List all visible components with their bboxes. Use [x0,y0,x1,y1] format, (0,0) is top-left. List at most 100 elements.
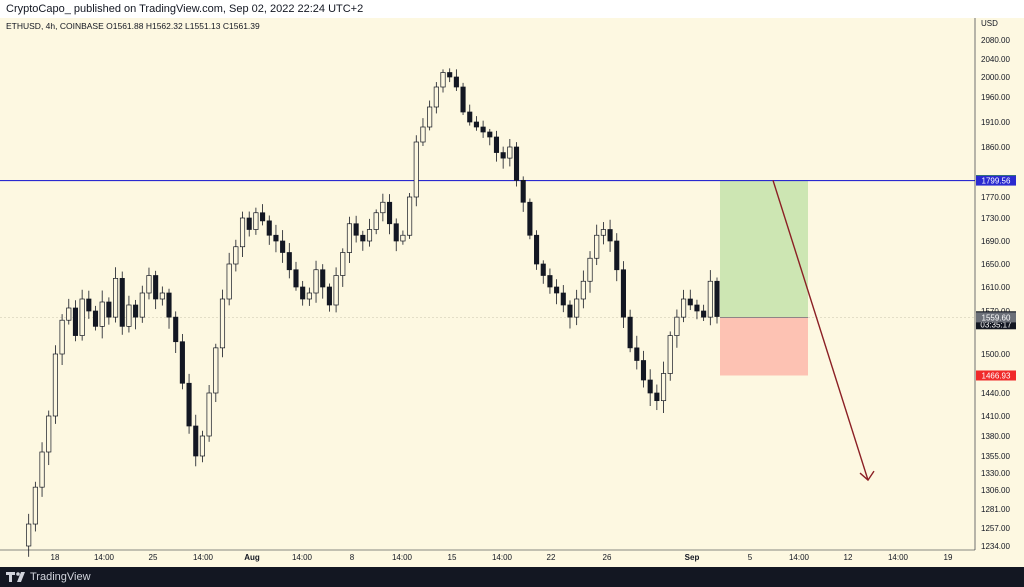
candle-body [32,486,38,525]
footer-bar: TradingView [0,567,1024,587]
candle-body [507,146,513,159]
time-tick-label: 14:00 [492,553,513,562]
candle-body [293,269,299,288]
candle-body [527,201,533,236]
candle-body [687,298,693,306]
time-tick-label: 25 [149,553,158,562]
candle-body [500,152,506,159]
price-tick-label: 1960.00 [981,93,1010,102]
candle-body [133,304,139,318]
candle-body [113,278,119,318]
chart-area[interactable]: ETHUSD, 4h, COINBASE O1561.88 H1562.32 L… [0,18,1024,567]
candle-body [72,307,79,336]
time-tick-label: Aug [244,553,260,562]
candle-body [607,229,613,242]
candle-body [534,234,540,265]
price-axis[interactable]: 2080.00 2040.00 2000.00 1960.00 1910.00 1860.… [981,36,1010,551]
time-tick-label: 22 [547,553,556,562]
profit-zone[interactable] [720,180,808,318]
candle-body [400,234,406,242]
time-tick-label: 26 [603,553,612,562]
candle-body [300,286,306,300]
candle-body [313,269,319,294]
loss-zone[interactable] [720,317,808,376]
candle-body [440,72,446,88]
candle-body [119,278,125,327]
candle-body [660,373,667,402]
price-tick-label: 1380.00 [981,432,1010,441]
candle-body [654,392,660,402]
price-badges: 1800.481799.561561.3903:35:171559.601466… [976,175,1016,381]
candle-body [681,298,687,318]
candle-body [26,523,32,547]
candle-body [66,307,72,321]
projection-arrow[interactable] [772,180,875,482]
candle-body [701,310,707,318]
candle-body [487,131,493,138]
candle-body [627,316,633,349]
candle-body [386,201,393,225]
tradingview-logo-icon [6,572,25,582]
price-tick-label: 1610.00 [981,283,1010,292]
candle-body [320,269,326,288]
candle-body [560,292,566,306]
candle-body [373,212,379,230]
candle-body [580,280,586,300]
arrow-head [859,470,875,482]
candle-body [226,263,232,300]
candle-body [493,136,500,153]
price-tick-label: 1234.00 [981,542,1010,551]
candle-body [166,292,172,318]
candle-body [46,415,52,453]
candlestick-chart[interactable]: ETHUSD, 4h, COINBASE O1561.88 H1562.32 L… [0,18,1024,567]
candle-body [153,275,159,300]
candle-body [233,246,239,265]
price-tick-label: 1306.00 [981,486,1010,495]
candle-body [213,347,219,394]
time-tick-label: 18 [51,553,60,562]
candle-body [433,86,439,108]
candle-body [280,240,286,253]
tradingview-brand: TradingView [30,571,91,583]
candle-body [340,252,346,276]
price-tick-label: 2000.00 [981,73,1010,82]
candle-body [253,212,259,230]
candle-body [273,234,279,242]
candle-body [513,146,520,181]
price-tick-label: 1355.00 [981,452,1010,461]
candle-body [199,435,205,457]
price-badge [976,175,1016,186]
price-tick-label: 1650.00 [981,260,1010,269]
time-tick-label: 15 [448,553,457,562]
position-zones[interactable] [720,180,808,376]
candle-body [173,316,179,343]
time-tick-label: 8 [350,553,355,562]
candle-body [179,341,185,384]
price-tick-label: 2080.00 [981,36,1010,45]
candle-body [674,316,680,336]
candle-body [587,257,593,282]
candle-body [106,301,112,318]
candle-body [360,234,366,242]
price-tick-label: 1860.00 [981,143,1010,152]
candle-body [186,382,192,427]
candle-body [467,111,473,123]
time-axis[interactable]: 18 14:00 25 14:00 Aug 14:00 8 14:00 15 14:00 22 26 S… [51,553,953,562]
candle-body [480,126,486,133]
candle-body [266,220,272,236]
price-tick-label: 1410.00 [981,412,1010,421]
currency-label: USD [981,19,998,28]
price-tick-label: 1730.00 [981,214,1010,223]
candle-body [567,304,573,318]
time-tick-label: 14:00 [94,553,115,562]
candle-body [366,229,373,242]
candle-body [333,275,339,306]
time-tick-label: 19 [944,553,953,562]
candle-body [159,292,165,300]
candle-body [306,292,312,300]
time-tick-label: 14:00 [392,553,413,562]
candle-body [126,304,132,327]
candle-body [86,298,92,312]
arrow-shaft[interactable] [772,180,869,481]
candle-body [99,301,105,327]
